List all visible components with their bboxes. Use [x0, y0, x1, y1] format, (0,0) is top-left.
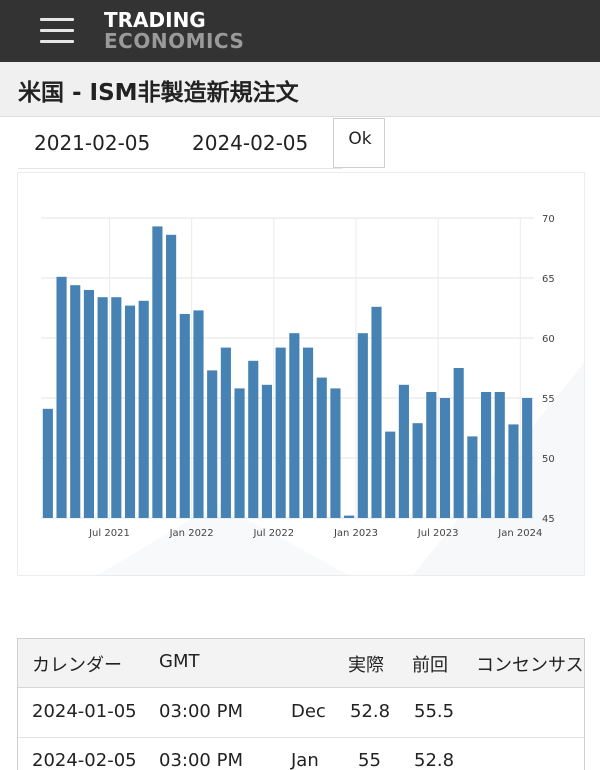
- menu-line: [40, 18, 74, 21]
- bar: [207, 370, 218, 518]
- table-row[interactable]: 2024-01-05 03:00 PM Dec 52.8 55.5: [18, 688, 584, 738]
- bar: [261, 384, 273, 518]
- bar: [138, 300, 149, 518]
- header-previous: 前回: [412, 655, 448, 676]
- background-decoration: [98, 503, 348, 575]
- bar-chart: 45 50 55 60 65 70 Jul 2021 Jan 2022 Jul 2022 Jan …: [41, 214, 584, 575]
- y-tick-label: 45: [542, 514, 555, 525]
- bar: [152, 226, 163, 518]
- bar: [467, 436, 478, 518]
- x-tick-label: Jan 2023: [333, 528, 378, 539]
- bar: [166, 234, 177, 519]
- y-tick-label: 55: [542, 394, 555, 405]
- row-date: 2024-01-05: [32, 701, 137, 722]
- bar: [124, 305, 136, 518]
- menu-line: [40, 29, 74, 32]
- bar: [412, 423, 423, 518]
- table-row[interactable]: 2024-02-05 03:00 PM Jan 55 52.8: [18, 737, 584, 770]
- chart-panel: 45 50 55 60 65 70 Jul 2021 Jan 2022 Jul 2022 Jan …: [17, 172, 585, 576]
- logo-line-1: TRADING: [104, 8, 206, 32]
- x-tick-label: Jan 2024: [497, 528, 542, 539]
- bar: [357, 333, 368, 518]
- menu-line: [40, 40, 74, 43]
- page-title: 米国 - ISM非製造新規注文: [18, 80, 299, 106]
- header-consensus: コンセンサス: [476, 655, 584, 676]
- x-tick-label: Jul 2021: [88, 528, 130, 539]
- bar: [248, 360, 259, 518]
- calendar-table: カレンダー GMT 実際 前回 コンセンサス 2024-01-05 03:00 …: [17, 638, 585, 770]
- row-reference: Jan: [291, 750, 319, 770]
- bar: [234, 388, 245, 518]
- start-date-input[interactable]: [18, 118, 184, 169]
- header-gmt: GMT: [159, 651, 200, 672]
- table-header: カレンダー GMT 実際 前回 コンセンサス: [18, 639, 584, 688]
- x-tick-label: Jul 2023: [417, 528, 459, 539]
- bar: [56, 276, 67, 518]
- bar: [302, 347, 314, 518]
- header-calendar: カレンダー: [32, 655, 122, 676]
- bar: [42, 408, 53, 518]
- trading-economics-logo[interactable]: TRADING ECONOMICS: [104, 10, 244, 52]
- bar: [97, 297, 108, 518]
- top-navigation-bar: TRADING ECONOMICS: [0, 0, 600, 62]
- bar: [70, 285, 81, 518]
- x-tick-label: Jan 2022: [169, 528, 214, 539]
- bar: [453, 368, 464, 518]
- ok-button[interactable]: Ok: [333, 118, 385, 168]
- bar: [508, 424, 519, 518]
- x-tick-label: Jul 2022: [252, 528, 294, 539]
- bar: [398, 384, 409, 518]
- header-actual: 実際: [348, 655, 384, 676]
- y-tick-label: 50: [542, 454, 555, 465]
- bar: [275, 347, 286, 518]
- row-actual: 55: [358, 750, 381, 770]
- row-date: 2024-02-05: [32, 750, 137, 770]
- bar: [494, 392, 505, 518]
- logo-line-2: ECONOMICS: [104, 29, 245, 53]
- bar: [344, 515, 355, 518]
- row-time: 03:00 PM: [159, 750, 243, 770]
- y-tick-label: 65: [542, 274, 555, 285]
- bar: [193, 310, 204, 518]
- row-previous: 52.8: [414, 750, 455, 770]
- bar: [426, 392, 437, 518]
- row-previous: 55.5: [414, 701, 455, 722]
- bar: [111, 297, 122, 518]
- hamburger-menu-icon[interactable]: [40, 14, 76, 46]
- bar: [289, 333, 300, 518]
- row-time: 03:00 PM: [159, 701, 243, 722]
- bar: [439, 398, 451, 518]
- bar: [385, 431, 396, 518]
- y-tick-label: 60: [542, 334, 555, 345]
- end-date-input[interactable]: [176, 118, 342, 169]
- bar: [83, 290, 94, 518]
- bar: [316, 377, 327, 518]
- y-tick-label: 70: [542, 214, 555, 225]
- ok-button-label: Ok: [348, 129, 372, 149]
- row-reference: Dec: [291, 701, 326, 722]
- bar: [179, 314, 190, 518]
- bar: [522, 398, 533, 518]
- bar: [220, 347, 231, 518]
- title-bar: 米国 - ISM非製造新規注文: [0, 62, 600, 117]
- bar: [330, 388, 341, 518]
- bar: [371, 306, 382, 518]
- bar: [481, 392, 492, 518]
- row-actual: 52.8: [350, 701, 391, 722]
